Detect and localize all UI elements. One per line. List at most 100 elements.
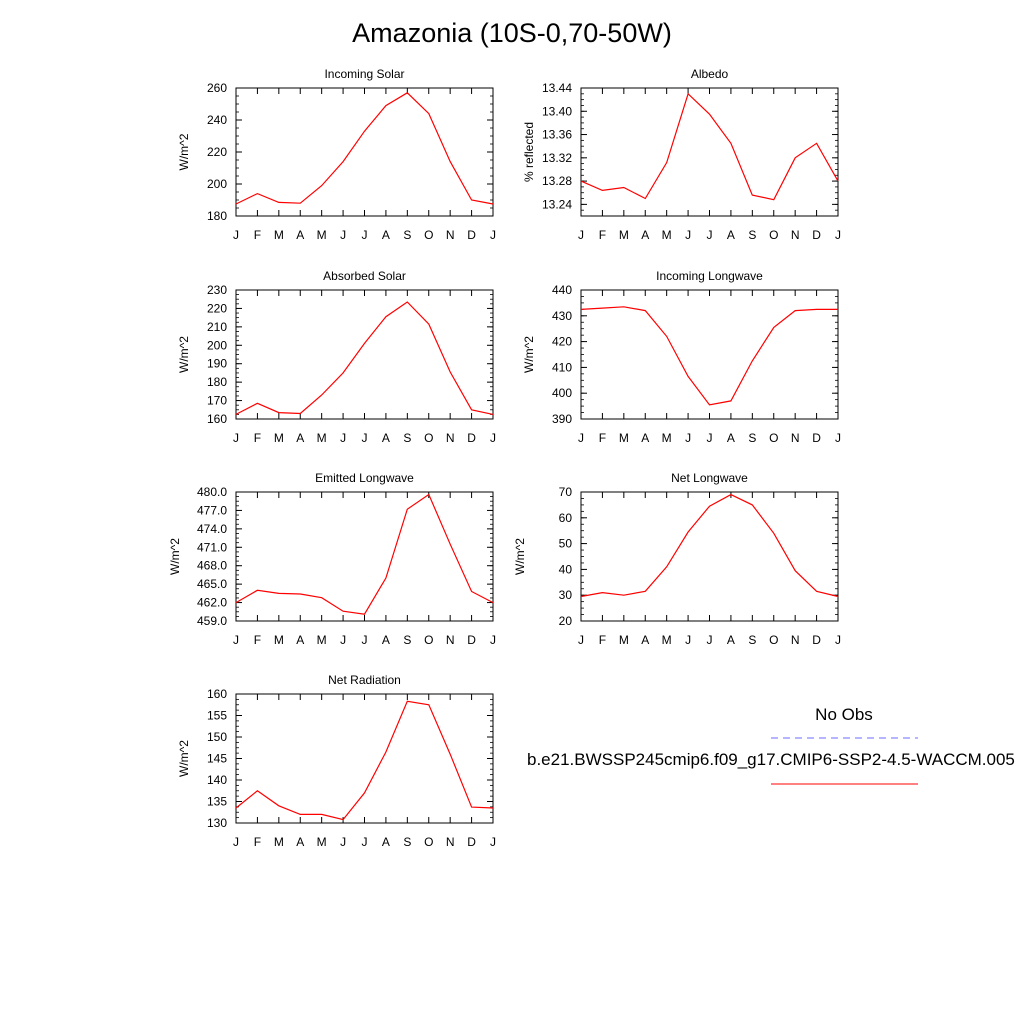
x-tick-label: D	[467, 633, 476, 647]
series-line	[235, 301, 494, 415]
y-tick-label: 230	[207, 283, 227, 297]
y-tick-label: 13.28	[542, 174, 572, 188]
y-tick-label: 420	[552, 335, 572, 349]
x-tick-label: D	[812, 228, 821, 242]
x-tick-label: J	[835, 633, 841, 647]
y-tick-label: 400	[552, 386, 572, 400]
series-line	[580, 493, 839, 598]
y-tick-label: 130	[207, 816, 227, 830]
x-tick-label: N	[791, 228, 800, 242]
x-tick-label: D	[812, 633, 821, 647]
x-tick-label: J	[578, 228, 584, 242]
y-axis-label: W/m^2	[168, 538, 182, 575]
x-tick-label: N	[446, 228, 455, 242]
x-tick-label: M	[662, 633, 672, 647]
x-tick-label: M	[662, 228, 672, 242]
chart-panel: J F M A M J J A S O N D J390400410420430440Incoming …	[522, 269, 841, 445]
x-tick-label: S	[403, 431, 411, 445]
x-tick-label: F	[254, 633, 261, 647]
x-tick-label: S	[403, 228, 411, 242]
plot-frame	[580, 491, 839, 622]
y-tick-label: 220	[207, 301, 227, 315]
chart-title: Net Longwave	[671, 471, 748, 485]
x-tick-label: N	[791, 633, 800, 647]
x-tick-label: D	[467, 431, 476, 445]
series-line	[580, 306, 838, 406]
y-tick-label: 210	[207, 320, 227, 334]
x-tick-label: J	[835, 431, 841, 445]
x-tick-label: J	[490, 835, 496, 849]
y-tick-label: 135	[207, 795, 227, 809]
x-tick-label: S	[403, 633, 411, 647]
x-tick-label: J	[685, 633, 691, 647]
x-tick-label: J	[340, 431, 346, 445]
x-tick-label: J	[685, 431, 691, 445]
x-tick-label: A	[382, 835, 390, 849]
x-tick-label: O	[424, 835, 433, 849]
y-tick-label: 480.0	[197, 485, 227, 499]
y-tick-label: 20	[559, 614, 573, 628]
x-tick-label: O	[769, 431, 778, 445]
y-tick-label: 160	[207, 687, 227, 701]
y-tick-label: 190	[207, 357, 227, 371]
x-tick-label: M	[619, 431, 629, 445]
y-tick-label: 145	[207, 752, 227, 766]
x-tick-label: J	[707, 431, 713, 445]
chart-title: Incoming Longwave	[656, 269, 763, 283]
plot-frame	[235, 87, 494, 217]
chart-title: Incoming Solar	[324, 67, 404, 81]
x-tick-label: F	[599, 431, 606, 445]
x-tick-label: M	[317, 431, 327, 445]
y-tick-label: 60	[559, 511, 573, 525]
x-tick-label: M	[619, 633, 629, 647]
x-tick-label: N	[446, 431, 455, 445]
x-tick-label: O	[769, 228, 778, 242]
y-tick-label: 459.0	[197, 614, 227, 628]
x-tick-label: M	[317, 835, 327, 849]
x-tick-label: J	[340, 633, 346, 647]
y-tick-label: 155	[207, 709, 227, 723]
x-tick-label: S	[748, 228, 756, 242]
x-tick-label: A	[296, 835, 304, 849]
y-tick-label: 70	[559, 485, 573, 499]
y-tick-label: 150	[207, 730, 227, 744]
x-tick-label: J	[578, 431, 584, 445]
x-tick-label: M	[274, 633, 284, 647]
series-line	[235, 92, 494, 205]
x-tick-label: J	[362, 633, 368, 647]
plot-frame	[235, 693, 494, 824]
y-tick-label: 240	[207, 113, 227, 127]
y-tick-label: 390	[552, 412, 572, 426]
y-tick-label: 468.0	[197, 559, 227, 573]
x-tick-label: M	[317, 633, 327, 647]
x-tick-label: S	[403, 835, 411, 849]
x-tick-label: J	[707, 228, 713, 242]
x-tick-label: D	[467, 228, 476, 242]
x-tick-label: J	[233, 633, 239, 647]
x-tick-label: A	[727, 228, 735, 242]
chart-title: Absorbed Solar	[323, 269, 406, 283]
y-tick-label: 471.0	[197, 540, 227, 554]
x-tick-label: A	[382, 431, 390, 445]
x-tick-label: N	[446, 835, 455, 849]
y-axis-label: W/m^2	[513, 538, 527, 575]
chart-title: Emitted Longwave	[315, 471, 414, 485]
x-tick-label: A	[641, 633, 649, 647]
y-tick-label: 440	[552, 283, 572, 297]
y-axis-label: W/m^2	[177, 133, 191, 170]
x-tick-label: M	[662, 431, 672, 445]
y-tick-label: 180	[207, 375, 227, 389]
x-tick-label: J	[362, 228, 368, 242]
x-tick-label: A	[382, 633, 390, 647]
x-tick-label: M	[274, 228, 284, 242]
x-tick-label: F	[599, 228, 606, 242]
y-tick-label: 474.0	[197, 522, 227, 536]
chart-panel: J F M A M J J A S O N D J459.0462.0465.0468.0471.047…	[168, 471, 496, 647]
x-tick-label: O	[424, 228, 433, 242]
x-tick-label: N	[446, 633, 455, 647]
x-tick-label: A	[641, 228, 649, 242]
x-tick-label: O	[424, 633, 433, 647]
